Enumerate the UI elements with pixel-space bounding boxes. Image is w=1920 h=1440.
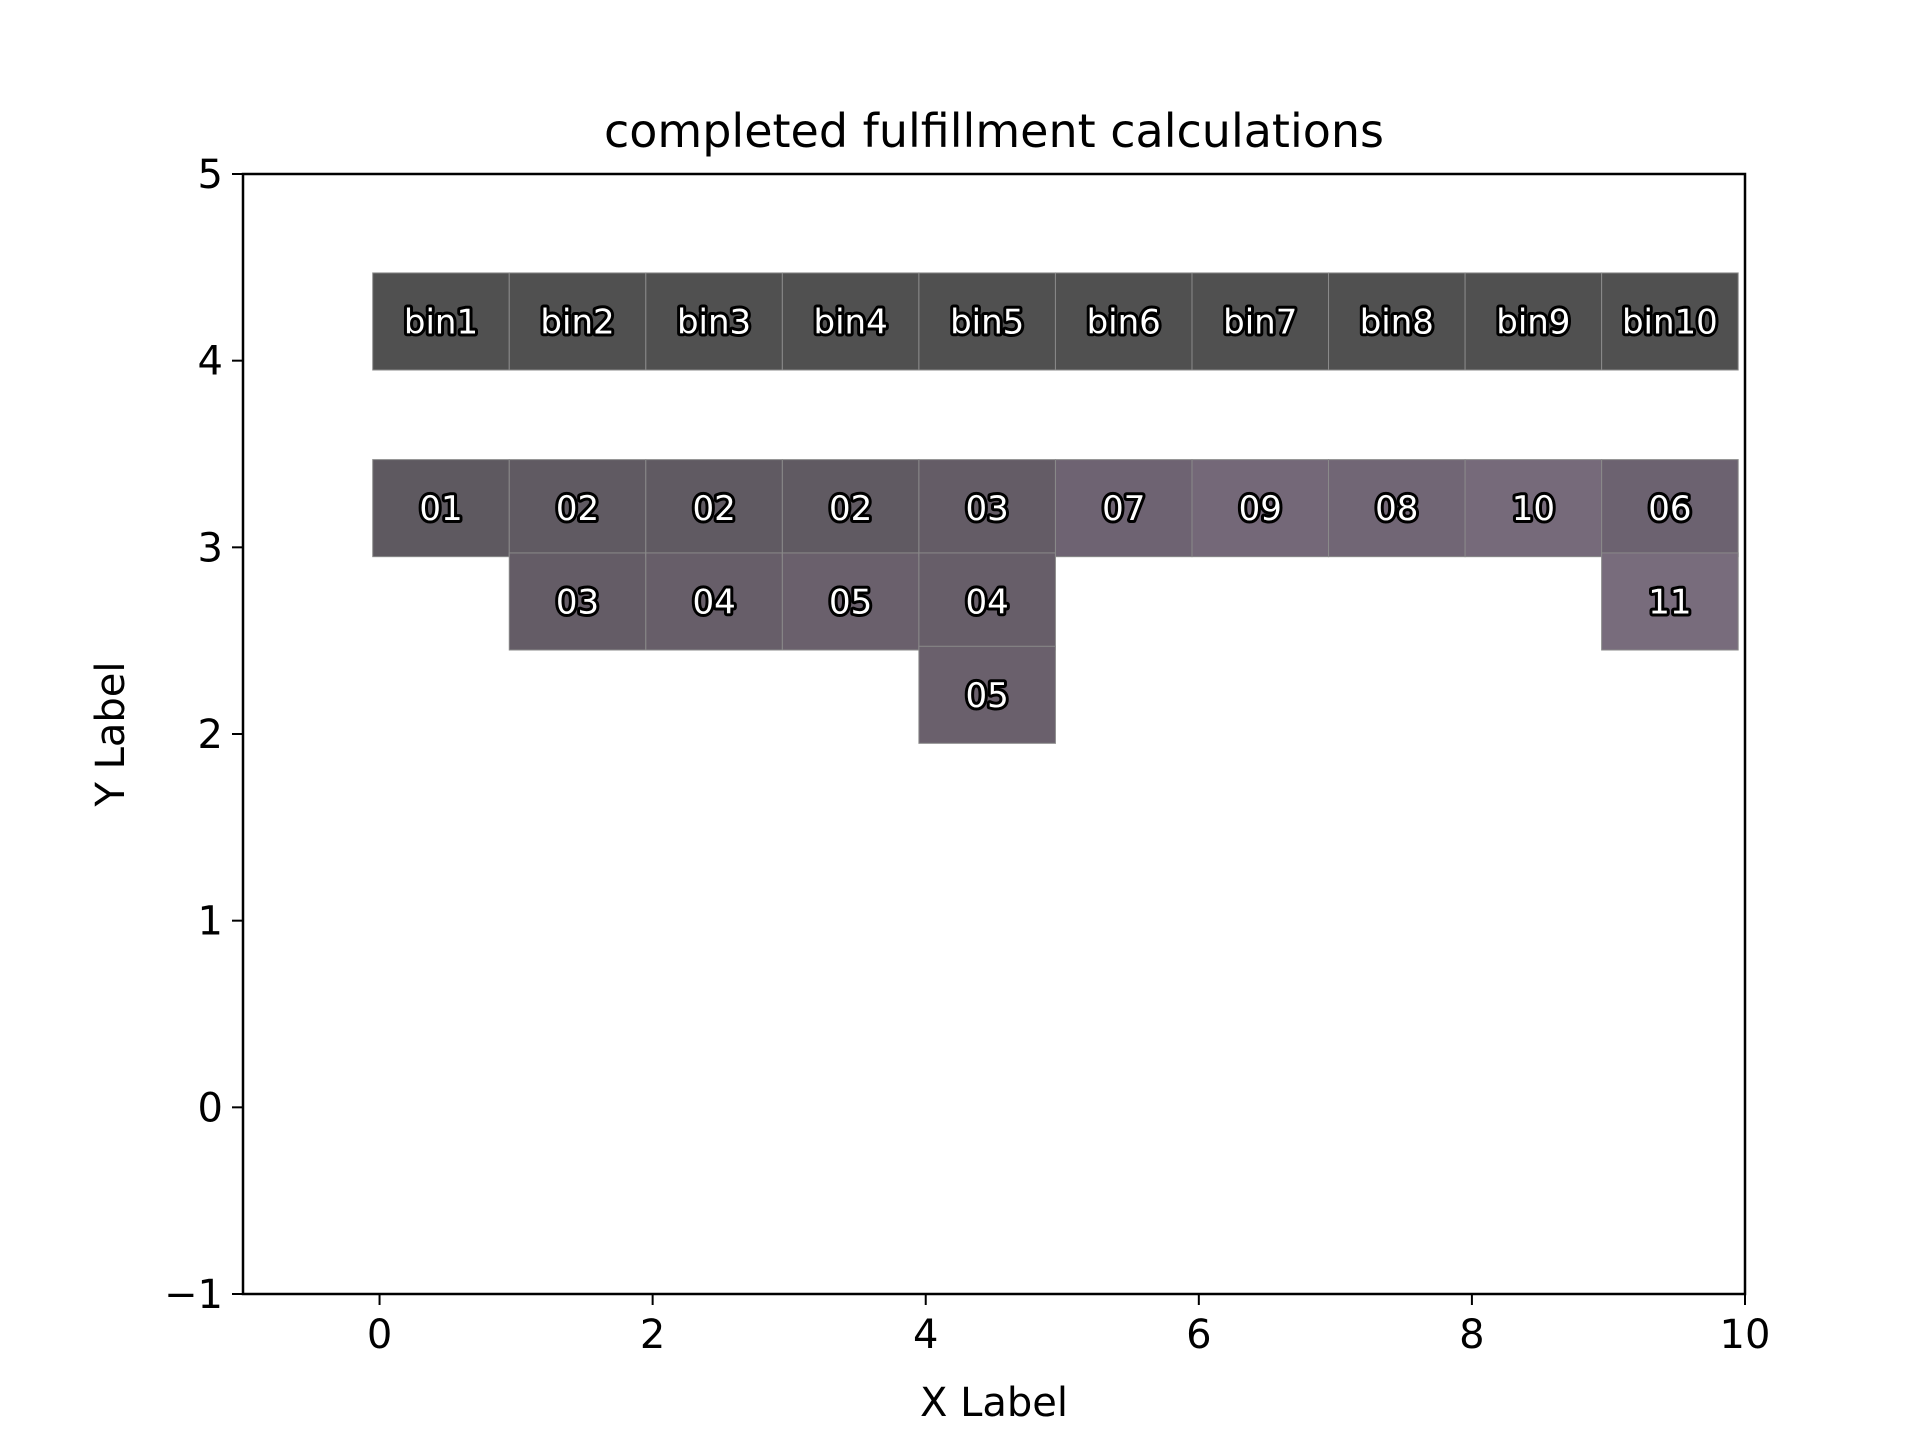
header-label-bin2: bin2: [540, 302, 614, 342]
header-cell-bin4: [781, 272, 920, 371]
value-cell-bin4-1: [781, 459, 920, 558]
header-label-bin5: bin5: [950, 302, 1024, 342]
value-label-bin6-1: 07: [1102, 489, 1145, 529]
value-cell-bin5-2: [918, 552, 1056, 651]
header-label-bin1: bin1: [404, 302, 478, 342]
header-cell-bin2: [508, 272, 647, 371]
value-label-bin8-1: 08: [1375, 489, 1418, 529]
value-label-bin2-1: 02: [556, 489, 599, 529]
cell-labels-layer: bin1 01 bin2 02 03 bin3 02 04 bin4 02 05 bin5 03 04 05…: [401, 299, 1721, 718]
value-label-bin7-1: 09: [1239, 489, 1282, 529]
value-label-bin10-2: 11: [1648, 582, 1691, 622]
header-label-bin3: bin3: [677, 302, 751, 342]
value-label-bin5-1: 03: [966, 489, 1009, 529]
value-label-bin5-2: 04: [966, 582, 1009, 622]
header-label-bin8: bin8: [1360, 302, 1434, 342]
value-cell-bin6-1: [1054, 459, 1193, 558]
header-label-bin4: bin4: [814, 302, 888, 342]
header-label-bin7: bin7: [1223, 302, 1297, 342]
value-label-bin9-1: 10: [1512, 489, 1555, 529]
header-label-bin6: bin6: [1087, 302, 1161, 342]
value-cell-bin10-2: [1601, 552, 1739, 651]
header-label-bin9: bin9: [1496, 302, 1570, 342]
value-cell-bin1-1: [372, 459, 510, 558]
y-axis-ticks: −1 0 1 2 3 4 5: [164, 152, 243, 1318]
header-label-bin10: bin10: [1622, 302, 1718, 342]
value-cell-bin3-2: [645, 552, 783, 651]
value-cell-bin5-3: [918, 645, 1056, 744]
header-cell-bin8: [1328, 272, 1466, 371]
x-tick-label: 10: [1720, 1312, 1771, 1358]
value-label-bin2-2: 03: [556, 582, 599, 622]
header-cell-bin6: [1054, 272, 1193, 371]
header-cell-bin5: [918, 272, 1056, 371]
cells-layer: [372, 272, 1739, 744]
header-cell-bin1: [372, 272, 510, 371]
value-label-bin3-2: 04: [692, 582, 735, 622]
value-cell-bin5-1: [918, 459, 1056, 558]
x-tick-label: 4: [913, 1312, 938, 1358]
value-cell-bin7-1: [1191, 459, 1330, 558]
header-cell-bin10: [1601, 272, 1739, 371]
x-axis-ticks: 0 2 4 6 8 10: [367, 1294, 1771, 1358]
header-cell-bin3: [645, 272, 783, 371]
value-label-bin4-1: 02: [829, 489, 872, 529]
y-tick-label: 5: [198, 152, 223, 198]
header-cell-bin7: [1191, 272, 1330, 371]
y-tick-label: 0: [198, 1085, 223, 1131]
y-tick-label: 3: [198, 525, 223, 571]
x-tick-label: 0: [367, 1312, 392, 1358]
x-axis-label: X Label: [920, 1380, 1068, 1426]
value-cell-bin8-1: [1328, 459, 1466, 558]
value-label-bin3-1: 02: [692, 489, 735, 529]
x-tick-label: 8: [1459, 1312, 1484, 1358]
y-tick-label: 2: [198, 712, 223, 758]
y-tick-label: 4: [198, 339, 223, 385]
value-cell-bin9-1: [1464, 459, 1603, 558]
x-tick-label: 6: [1186, 1312, 1211, 1358]
x-tick-label: 2: [640, 1312, 665, 1358]
header-cell-bin9: [1464, 272, 1603, 371]
value-label-bin4-2: 05: [829, 582, 872, 622]
value-cell-bin2-1: [508, 459, 647, 558]
value-label-bin5-3: 05: [966, 676, 1009, 716]
value-cell-bin2-2: [508, 552, 647, 651]
chart-title: completed fulfillment calculations: [604, 104, 1384, 158]
value-cell-bin10-1: [1601, 459, 1739, 558]
y-tick-label: −1: [164, 1272, 223, 1318]
value-label-bin1-1: 01: [419, 489, 462, 529]
y-axis-label: Y Label: [88, 661, 134, 807]
value-label-bin10-1: 06: [1648, 489, 1691, 529]
y-tick-label: 1: [198, 899, 223, 945]
